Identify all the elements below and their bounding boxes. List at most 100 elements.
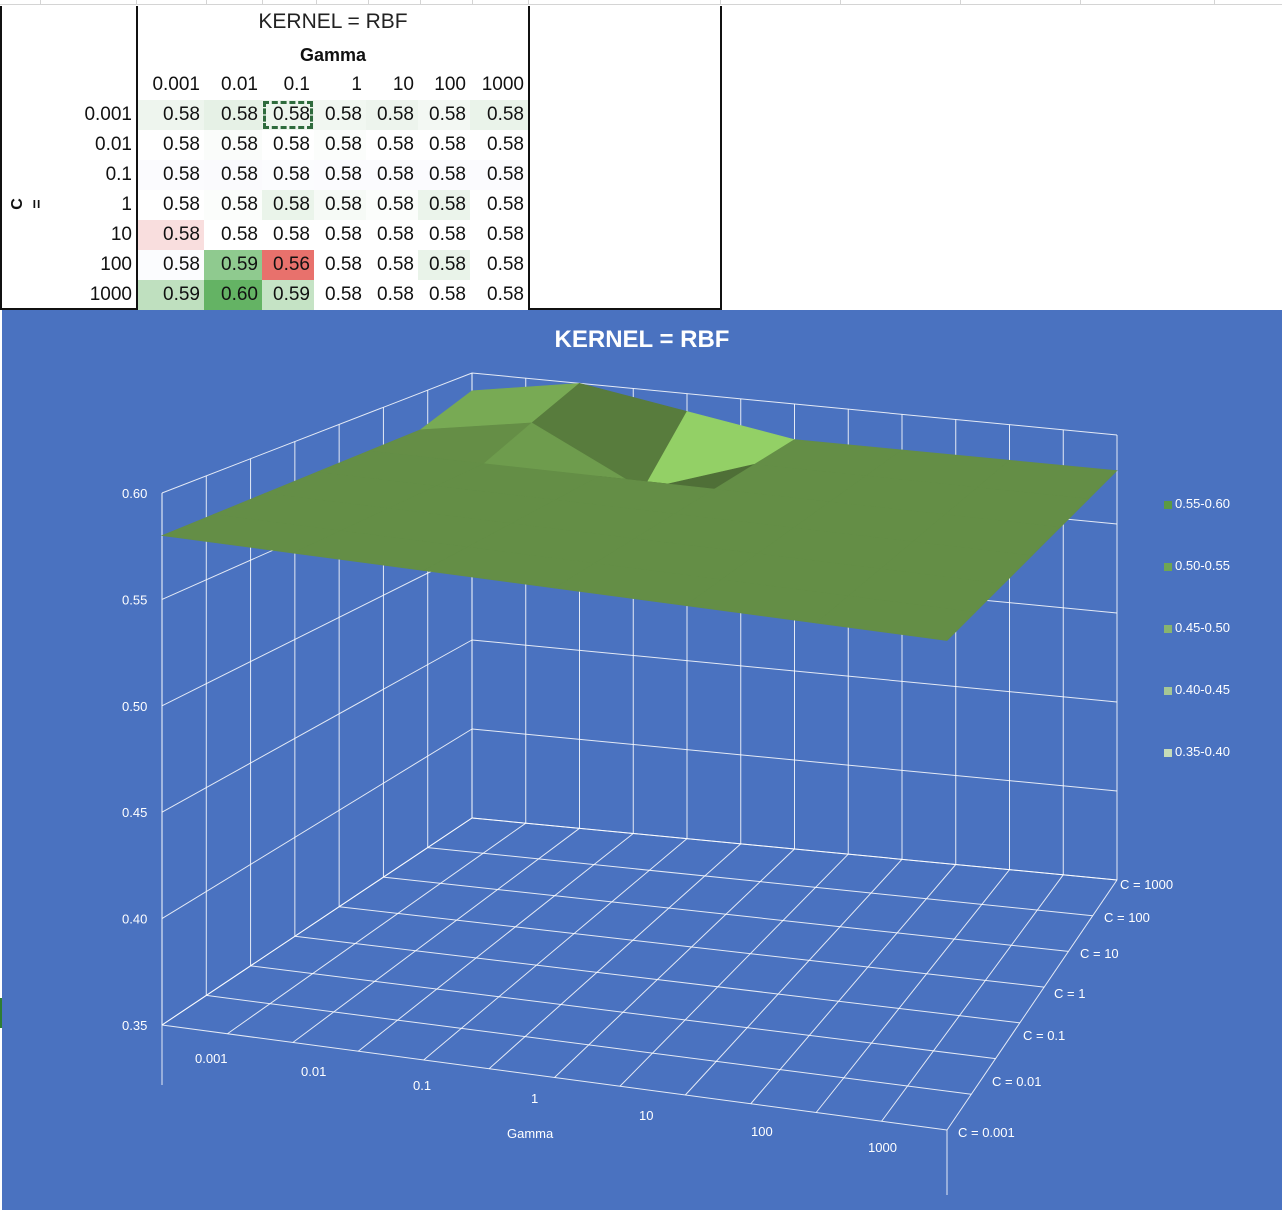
accuracy-cell[interactable]: 0.58 [204,130,262,160]
column-separator [136,0,137,4]
accuracy-cell[interactable]: 0.59 [262,280,314,310]
accuracy-cell[interactable]: 0.58 [470,160,528,190]
gamma-column-header[interactable]: 0.001 [152,74,200,95]
accuracy-cell[interactable]: 0.58 [366,100,418,130]
c-label[interactable]: C = [9,198,46,210]
accuracy-cell[interactable]: 0.58 [138,130,204,160]
accuracy-cell[interactable]: 0.58 [366,220,418,250]
accuracy-cell[interactable]: 0.58 [314,280,366,310]
x-tick-label: 0.1 [413,1078,431,1093]
c-row-header[interactable]: 0.001 [84,104,132,125]
accuracy-cell[interactable]: 0.58 [138,100,204,130]
c-row-header[interactable]: 10 [110,224,132,245]
accuracy-cell[interactable]: 0.60 [204,280,262,310]
column-separator [1080,0,1081,4]
accuracy-cell[interactable]: 0.58 [262,160,314,190]
accuracy-cell[interactable]: 0.58 [366,250,418,280]
c-row-header[interactable]: 1000 [89,284,132,305]
accuracy-cell[interactable]: 0.58 [314,190,366,220]
column-separator [262,0,263,4]
floor-gridline [161,1024,948,1131]
accuracy-cell[interactable]: 0.58 [418,130,470,160]
z-tick-label: 0.45 [122,805,147,820]
table-border [528,6,530,308]
accuracy-cell[interactable]: 0.58 [314,130,366,160]
x-tick-label: 100 [751,1124,773,1139]
accuracy-cell[interactable]: 0.58 [470,100,528,130]
accuracy-cell[interactable]: 0.58 [366,190,418,220]
c-depth-tick-label: C = 100 [1104,910,1150,925]
c-depth-tick-label: C = 1 [1054,986,1085,1001]
column-separator [720,0,721,4]
legend-entry[interactable]: 0.50-0.55 [1164,558,1230,574]
x-tick-label: 1 [531,1091,538,1106]
accuracy-cell[interactable]: 0.58 [470,190,528,220]
accuracy-cell[interactable]: 0.58 [418,190,470,220]
gamma-column-header[interactable]: 100 [434,74,466,95]
gridline [0,4,1282,5]
gamma-column-header[interactable]: 1000 [481,74,524,95]
accuracy-cell[interactable]: 0.58 [418,220,470,250]
accuracy-cell[interactable]: 0.58 [138,160,204,190]
accuracy-cell[interactable]: 0.58 [138,190,204,220]
legend-entry[interactable]: 0.40-0.45 [1164,682,1230,698]
legend-label: 0.50-0.55 [1175,558,1230,573]
accuracy-cell[interactable]: 0.58 [470,250,528,280]
accuracy-cell[interactable]: 0.58 [204,160,262,190]
legend-entry[interactable]: 0.45-0.50 [1164,620,1230,636]
table-border [720,6,722,310]
gamma-column-header[interactable]: 0.1 [283,74,310,95]
accuracy-cell[interactable]: 0.58 [262,130,314,160]
floor-gridline [684,858,903,1096]
accuracy-cell[interactable]: 0.58 [138,220,204,250]
c-row-header[interactable]: 100 [100,254,132,275]
gamma-column-header[interactable]: 1 [351,74,362,95]
side-wall-gridline [161,817,473,1026]
chart-plot-area: 0.60 0.55 0.50 0.45 0.40 0.35 0.001 0.01 0.1 1 10 1… [122,372,1173,1195]
accuracy-cell[interactable]: 0.58 [262,100,314,130]
accuracy-cell[interactable]: 0.58 [366,160,418,190]
legend-entry[interactable]: 0.55-0.60 [1164,496,1230,512]
c-row-header[interactable]: 1 [121,194,132,215]
floor-gridline [357,833,634,1052]
accuracy-cell[interactable]: 0.58 [204,100,262,130]
accuracy-cell[interactable]: 0.58 [470,130,528,160]
accuracy-cell[interactable]: 0.58 [314,250,366,280]
accuracy-cell[interactable]: 0.58 [418,250,470,280]
accuracy-cell[interactable]: 0.58 [204,190,262,220]
accuracy-cell[interactable]: 0.58 [418,280,470,310]
accuracy-cell[interactable]: 0.58 [314,160,366,190]
floor-gridline [383,876,1069,952]
accuracy-cell[interactable]: 0.58 [204,220,262,250]
gamma-header[interactable]: Gamma [299,45,367,65]
legend-label: 0.40-0.45 [1175,682,1230,697]
accuracy-cell[interactable]: 0.58 [366,280,418,310]
accuracy-cell[interactable]: 0.58 [314,100,366,130]
accuracy-cell[interactable]: 0.58 [418,160,470,190]
gamma-column-header[interactable]: 10 [392,74,414,95]
accuracy-cell[interactable]: 0.58 [470,280,528,310]
accuracy-cell[interactable]: 0.58 [138,250,204,280]
chart-title[interactable]: KERNEL = RBF [554,326,730,353]
floor-gridline [815,869,1010,1113]
legend-entry[interactable]: 0.35-0.40 [1164,744,1230,760]
z-tick-label: 0.35 [122,1018,147,1033]
accuracy-cell[interactable]: 0.59 [204,250,262,280]
legend-swatch-icon [1164,500,1172,509]
accuracy-cell[interactable]: 0.58 [470,220,528,250]
floor-gridline [750,864,957,1105]
c-row-header[interactable]: 0.1 [105,164,132,185]
c-row-header[interactable]: 0.01 [95,134,132,155]
accuracy-cell[interactable]: 0.58 [262,220,314,250]
accuracy-cell[interactable]: 0.58 [314,220,366,250]
table-title[interactable]: KERNEL = RBF [258,10,408,33]
gamma-column-header[interactable]: 0.01 [221,74,258,95]
surface-chart[interactable]: KERNEL = RBF 0.60 0.55 0.50 0.45 0.40 0.35 0.0… [2,310,1282,1210]
accuracy-cell[interactable]: 0.59 [138,280,204,310]
accuracy-cell[interactable]: 0.56 [262,250,314,280]
z-tick-label: 0.60 [122,486,147,501]
floor-gridline [427,847,1093,917]
accuracy-cell[interactable]: 0.58 [418,100,470,130]
accuracy-cell[interactable]: 0.58 [366,130,418,160]
accuracy-cell[interactable]: 0.58 [262,190,314,220]
